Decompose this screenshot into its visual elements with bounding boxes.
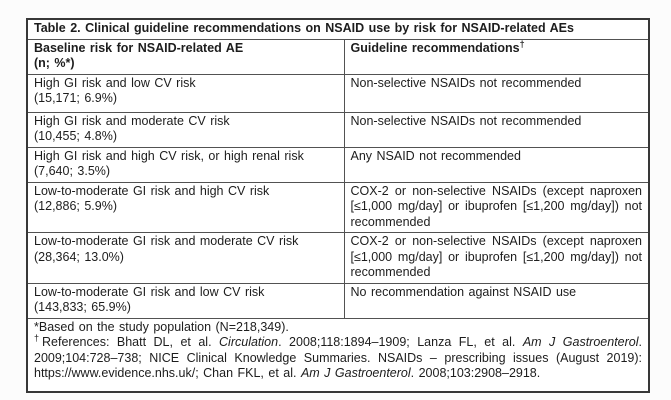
risk-cell: Low-to-moderate GI risk and high CV risk… — [26, 181, 345, 233]
risk-cell: Low-to-moderate GI risk and low CV risk … — [26, 282, 345, 319]
risk-label: High GI risk and low CV risk — [34, 75, 196, 90]
population-value: (7,640; 3.5%) — [34, 164, 111, 178]
column-header-guideline-recommendations: Guideline recommendations† — [343, 38, 650, 75]
risk-label: Low-to-moderate GI risk and low CV risk — [34, 284, 265, 299]
table-row: Low-to-moderate GI risk and moderate CV … — [26, 232, 650, 284]
population-value: (143,833; 65.9%) — [34, 300, 131, 314]
footnotes-cell: *Based on the study population (N=218,34… — [26, 317, 650, 393]
table-title-row: Table 2. Clinical guideline recommendati… — [26, 18, 650, 40]
table-header-row: Baseline risk for NSAID-related AE (n; %… — [26, 38, 650, 75]
journal-name: Am J Gastroenterol — [300, 366, 411, 380]
risk-cell: Low-to-moderate GI risk and moderate CV … — [26, 232, 345, 284]
risk-label: Low-to-moderate GI risk and high CV risk — [34, 183, 270, 198]
population-value: (12,886; 5.9%) — [34, 199, 117, 213]
reference-text: References: Bhatt DL, et al. — [42, 335, 220, 349]
table-row: Low-to-moderate GI risk and high CV risk… — [26, 181, 650, 233]
reference-text: . 2008;118:1894–1909; Lanza FL, et al. — [278, 335, 523, 349]
footnote-references: †References: Bhatt DL, et al. Circulatio… — [34, 332, 642, 382]
journal-name: Circulation — [219, 335, 279, 349]
recommendation-cell: No recommendation against NSAID use — [343, 282, 650, 319]
reference-text: . 2009;104:728–738; NICE Clinical Knowle… — [34, 335, 642, 380]
table-row: High GI risk and low CV risk (15,171; 6.… — [26, 73, 650, 113]
recommendation-cell: COX-2 or non-selective NSAIDs (except na… — [343, 181, 650, 233]
population-value: (15,171; 6.9%) — [34, 91, 117, 105]
column-header-baseline-risk: Baseline risk for NSAID-related AE (n; %… — [26, 38, 345, 75]
table-row: High GI risk and high CV risk, or high r… — [26, 146, 650, 183]
journal-name: Am J Gastroenterol — [522, 335, 639, 349]
risk-label: Low-to-moderate GI risk and moderate CV … — [34, 234, 299, 248]
header-baseline-risk-line2: (n; %*) — [34, 56, 75, 70]
risk-cell: High GI risk and high CV risk, or high r… — [26, 146, 345, 183]
dagger-footnote-marker: † — [519, 38, 525, 49]
risk-label: High GI risk and moderate CV risk — [34, 113, 230, 128]
clinical-guideline-table: Table 2. Clinical guideline recommendati… — [26, 18, 650, 393]
header-baseline-risk-line1: Baseline risk for NSAID-related AE — [34, 40, 244, 55]
recommendation-cell: COX-2 or non-selective NSAIDs (except na… — [343, 232, 650, 284]
population-value: (28,364; 13.0%) — [34, 249, 124, 264]
dagger-footnote-marker: † — [34, 332, 43, 343]
population-value: (10,455; 4.8%) — [34, 129, 117, 143]
table-row: Low-to-moderate GI risk and low CV risk … — [26, 282, 650, 319]
header-guideline-label: Guideline recommendations — [350, 40, 520, 55]
recommendation-cell: Any NSAID not recommended — [343, 146, 650, 183]
recommendation-cell: Non-selective NSAIDs not recommended — [343, 73, 650, 113]
risk-cell: High GI risk and low CV risk (15,171; 6.… — [26, 73, 345, 113]
recommendation-cell: Non-selective NSAIDs not recommended — [343, 111, 650, 148]
risk-cell: High GI risk and moderate CV risk (10,45… — [26, 111, 345, 148]
table-row: High GI risk and moderate CV risk (10,45… — [26, 111, 650, 148]
reference-text: . 2008;103:2908–2918. — [410, 366, 541, 380]
footnote-study-population: *Based on the study population (N=218,34… — [34, 319, 289, 334]
table-title: Table 2. Clinical guideline recommendati… — [26, 18, 650, 40]
footnotes-row: *Based on the study population (N=218,34… — [26, 317, 650, 393]
risk-label: High GI risk and high CV risk, or high r… — [34, 148, 304, 163]
